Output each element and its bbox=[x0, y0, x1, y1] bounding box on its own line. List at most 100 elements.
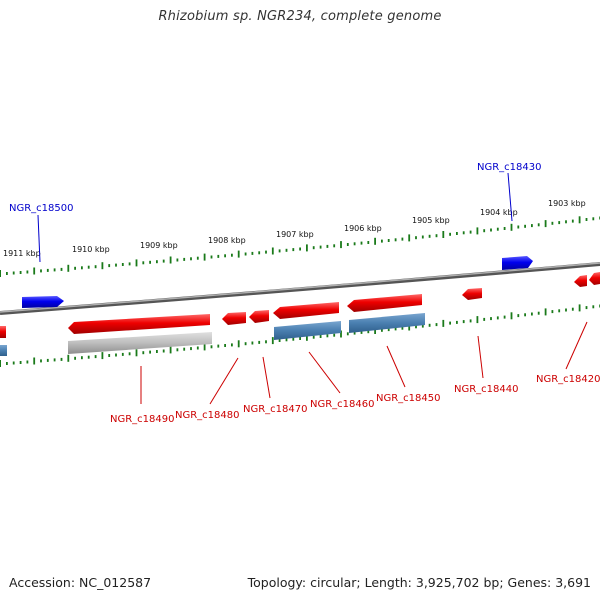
scale-label: 1907 kbp bbox=[276, 230, 314, 239]
minor-tick bbox=[299, 337, 301, 340]
minor-tick bbox=[115, 263, 117, 267]
cds-bar[interactable] bbox=[274, 321, 341, 340]
minor-tick bbox=[360, 241, 363, 245]
minor-tick bbox=[456, 320, 458, 324]
minor-tick bbox=[483, 229, 486, 233]
minor-tick bbox=[565, 220, 567, 224]
major-tick bbox=[306, 244, 308, 252]
minor-tick bbox=[278, 249, 281, 253]
minor-tick bbox=[94, 355, 97, 359]
minor-tick bbox=[524, 313, 526, 317]
gene-label-ngr-c18480[interactable]: NGR_c18480 bbox=[175, 410, 240, 421]
gene-arrow-ngr-c18490[interactable] bbox=[68, 314, 210, 334]
genome-title: Rhizobium sp. NGR234, complete genome bbox=[158, 9, 442, 24]
minor-tick bbox=[74, 266, 76, 270]
minor-tick bbox=[258, 340, 261, 344]
major-tick bbox=[135, 259, 138, 267]
leader-line bbox=[565, 321, 588, 370]
minor-tick bbox=[265, 340, 267, 344]
major-tick bbox=[169, 256, 172, 264]
gene-arrow-ngr-c18430[interactable] bbox=[502, 256, 533, 270]
cds-bar[interactable] bbox=[0, 345, 7, 356]
scale-ticks-upper bbox=[0, 216, 600, 277]
gene-label-ngr-c18450[interactable]: NGR_c18450 bbox=[376, 393, 441, 404]
minor-tick bbox=[128, 352, 131, 356]
major-tick bbox=[340, 330, 342, 338]
scale-label: 1903 kbp bbox=[548, 199, 586, 208]
minor-tick bbox=[387, 239, 390, 242]
gene-arrow-ngr-c18410[interactable] bbox=[589, 272, 600, 285]
gene-label-ngr-c18500[interactable]: NGR_c18500 bbox=[9, 203, 74, 214]
minor-tick bbox=[210, 255, 213, 259]
major-tick bbox=[340, 241, 342, 249]
scale-label: 1911 kbp bbox=[3, 249, 41, 258]
minor-tick bbox=[517, 225, 520, 229]
minor-tick bbox=[449, 321, 451, 325]
minor-tick bbox=[401, 237, 404, 241]
minor-tick bbox=[94, 265, 97, 269]
minor-tick bbox=[149, 260, 151, 264]
gene-label-ngr-c18470[interactable]: NGR_c18470 bbox=[243, 404, 308, 415]
scale-label: 1904 kbp bbox=[480, 208, 518, 217]
gene-label-ngr-c18420[interactable]: NGR_c18420 bbox=[536, 374, 600, 385]
minor-tick bbox=[265, 250, 267, 254]
minor-tick bbox=[428, 323, 431, 327]
minor-tick bbox=[421, 235, 424, 239]
cds-features bbox=[0, 313, 425, 356]
minor-tick bbox=[428, 234, 431, 238]
gene-label-ngr-c18490[interactable]: NGR_c18490 bbox=[110, 414, 175, 425]
minor-tick bbox=[196, 346, 199, 350]
minor-tick bbox=[19, 271, 22, 274]
major-tick bbox=[442, 319, 445, 327]
minor-tick bbox=[292, 337, 295, 341]
minor-tick bbox=[490, 228, 492, 232]
major-tick bbox=[203, 343, 206, 351]
gene-arrow-ngr-c18420[interactable] bbox=[574, 275, 587, 287]
major-tick bbox=[510, 223, 513, 231]
minor-tick bbox=[6, 362, 8, 365]
minor-tick bbox=[81, 266, 83, 270]
gene-arrow-ngr-c18480[interactable] bbox=[222, 312, 246, 325]
minor-tick bbox=[87, 355, 90, 359]
major-tick bbox=[67, 264, 70, 272]
minor-tick bbox=[381, 328, 383, 332]
gene-label-ngr-c18430[interactable]: NGR_c18430 bbox=[477, 162, 542, 173]
minor-tick bbox=[285, 338, 288, 342]
minor-tick bbox=[251, 251, 254, 255]
gene-arrow-ngr-c18460[interactable] bbox=[273, 302, 339, 319]
minor-tick bbox=[46, 358, 49, 362]
major-tick bbox=[0, 270, 1, 277]
minor-tick bbox=[46, 268, 49, 272]
minor-tick bbox=[251, 341, 254, 345]
minor-tick bbox=[81, 356, 83, 360]
minor-tick bbox=[162, 349, 165, 353]
minor-tick bbox=[87, 265, 90, 269]
cds-bar[interactable] bbox=[349, 313, 425, 333]
minor-tick bbox=[571, 307, 574, 311]
minor-tick bbox=[244, 252, 247, 256]
major-tick bbox=[476, 316, 479, 324]
minor-tick bbox=[346, 332, 349, 336]
minor-tick bbox=[401, 326, 404, 330]
major-tick bbox=[271, 247, 274, 255]
scale-label: 1910 kbp bbox=[72, 245, 110, 254]
gene-arrow-ngr-c18450[interactable] bbox=[347, 294, 422, 312]
gene-arrow-ngr-c18440[interactable] bbox=[462, 288, 482, 300]
gene-label-ngr-c18440[interactable]: NGR_c18440 bbox=[454, 384, 519, 395]
minor-tick bbox=[244, 342, 247, 346]
minor-tick bbox=[360, 330, 363, 334]
cds-bar[interactable] bbox=[68, 332, 212, 354]
minor-tick bbox=[394, 238, 397, 242]
major-tick bbox=[33, 267, 36, 275]
gene-label-ngr-c18460[interactable]: NGR_c18460 bbox=[310, 399, 375, 410]
minor-tick bbox=[496, 316, 499, 320]
gene-arrow-ngr-c18470[interactable] bbox=[249, 310, 269, 323]
minor-tick bbox=[435, 234, 438, 238]
gene-arrow-ngr-c18500[interactable] bbox=[22, 296, 64, 308]
minor-tick bbox=[142, 351, 145, 355]
minor-tick bbox=[183, 347, 186, 351]
minor-tick bbox=[319, 245, 322, 249]
minor-tick bbox=[346, 243, 349, 246]
major-tick bbox=[510, 312, 513, 320]
gene-arrow-ngr-c18510[interactable] bbox=[0, 326, 6, 338]
